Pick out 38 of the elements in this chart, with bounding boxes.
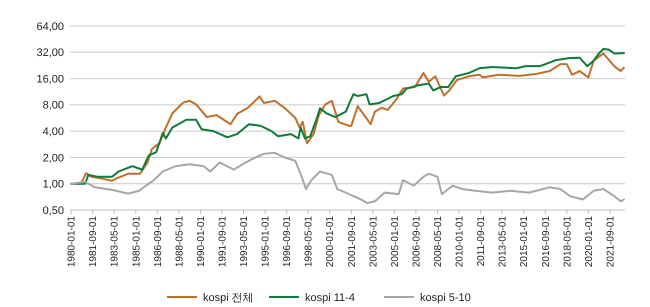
x-tick-label: 1993-05-01 xyxy=(238,216,250,268)
x-tick-label: 1991-09-01 xyxy=(217,216,228,268)
y-tick-label: 1,00 xyxy=(42,178,64,191)
y-tick-label: 2,00 xyxy=(42,152,64,164)
x-tick-label: 1990-01-01 xyxy=(196,216,207,268)
x-tick-label: 1995-01-01 xyxy=(260,216,272,268)
y-tick-label: 16,00 xyxy=(36,73,64,86)
x-tick-label: 2001-09-01 xyxy=(346,216,358,268)
x-tick-label: 2011-09-01 xyxy=(476,216,488,266)
y-tick-label: 0,50 xyxy=(42,204,64,217)
y-tick-label: 4,00 xyxy=(42,126,64,138)
x-tick-label: 1988-05-01 xyxy=(174,216,186,268)
legend-label: kospi 전체 xyxy=(203,292,254,304)
x-tick-label: 2008-05-01 xyxy=(432,216,444,268)
x-tick-label: 2016-09-01 xyxy=(540,216,552,268)
y-tick-label: 8,00 xyxy=(42,100,64,112)
x-tick-label: 1983-05-01 xyxy=(110,216,121,268)
x-tick-label: 2005-01-01 xyxy=(390,216,401,268)
x-tick-label: 2003-05-01 xyxy=(368,216,380,268)
x-tick-label: 1981-09-01 xyxy=(88,216,100,268)
y-tick-label: 64,00 xyxy=(36,20,64,33)
line-series xyxy=(70,152,625,204)
x-tick-label: 1998-05-01 xyxy=(304,216,315,268)
x-tick-label: 1996-09-01 xyxy=(282,216,294,268)
x-tick-label: 2006-09-01 xyxy=(411,216,422,268)
x-tick-label: 2020-01-01 xyxy=(584,216,595,268)
x-tick-label: 2013-05-01 xyxy=(498,216,509,268)
x-tick-label: 2010-01-01 xyxy=(454,216,466,268)
x-tick-label: 2000-01-01 xyxy=(325,216,336,268)
legend-label: kospi 5-10 xyxy=(420,292,471,304)
y-tick-label: 32,00 xyxy=(36,47,64,60)
x-tick-label: 2015-01-01 xyxy=(519,216,530,268)
legend-label: kospi 11-4 xyxy=(305,292,355,304)
x-tick-label: 1985-01-01 xyxy=(131,216,142,268)
x-tick-label: 2018-05-01 xyxy=(562,216,574,268)
x-tick-label: 1986-09-01 xyxy=(152,216,164,268)
x-tick-label: 1980-01-01 xyxy=(66,216,78,268)
x-tick-label: 2021-09-01 xyxy=(605,216,616,268)
